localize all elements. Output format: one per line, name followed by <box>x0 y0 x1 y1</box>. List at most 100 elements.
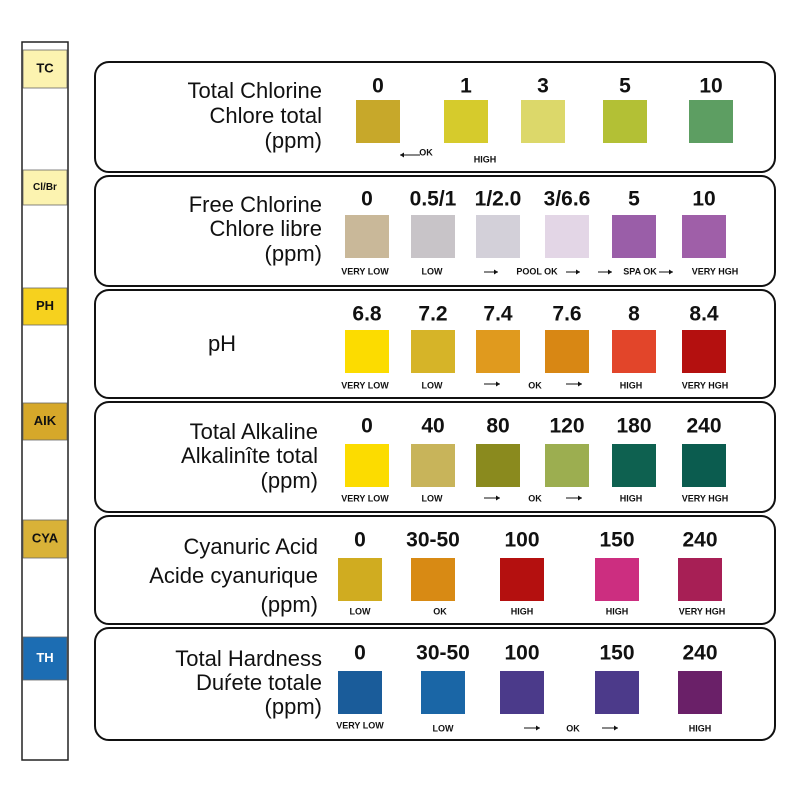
range-note: LOW <box>422 266 443 276</box>
panel-title: Total Alkaline <box>190 419 318 444</box>
strip-pad <box>22 49 68 89</box>
arrow-head <box>576 269 580 275</box>
panel <box>94 61 776 173</box>
arrow-head <box>494 269 498 275</box>
arrow-head <box>536 725 540 731</box>
swatch-value: 80 <box>486 415 509 438</box>
panel-title: (ppm) <box>261 592 318 617</box>
color-swatch <box>595 671 639 714</box>
swatch-value: 3/6.6 <box>544 188 591 211</box>
panel <box>94 627 776 741</box>
strip-pad-label: AIK <box>34 413 57 428</box>
color-swatch <box>521 100 565 143</box>
panel-title: pH <box>208 331 236 356</box>
swatch-value: 1 <box>460 75 472 98</box>
strip-pad-label: TH <box>36 650 53 665</box>
range-note: HIGH <box>606 606 629 616</box>
swatch-value: 150 <box>599 642 634 665</box>
panel-title: Chlore libre <box>210 216 323 241</box>
range-note: VERY HGH <box>682 493 729 503</box>
strip-pad-label: CYA <box>32 530 59 545</box>
range-note: OK <box>433 606 447 616</box>
swatch-value: 0.5/1 <box>410 188 457 211</box>
range-note: SPA OK <box>623 266 657 276</box>
color-swatch <box>612 444 656 487</box>
strip-pad <box>22 169 68 206</box>
color-swatch <box>356 100 400 143</box>
range-note: HIGH <box>620 493 643 503</box>
swatch-value: 7.2 <box>418 303 447 326</box>
arrow-head <box>614 725 618 731</box>
range-note: VERY LOW <box>341 493 389 503</box>
panel-title: Chlore total <box>209 103 322 128</box>
range-note: POOL OK <box>516 266 558 276</box>
strip-pad <box>22 636 68 681</box>
range-note: HIGH <box>689 723 712 733</box>
swatch-value: 0 <box>361 415 373 438</box>
panel <box>94 515 776 625</box>
color-swatch <box>476 444 520 487</box>
swatch-value: 7.4 <box>483 303 513 326</box>
range-note: VERY LOW <box>341 266 389 276</box>
panel <box>94 289 776 399</box>
range-note: VERY HGH <box>692 266 739 276</box>
swatch-value: 0 <box>372 75 384 98</box>
panel-title: Free Chlorine <box>189 192 322 217</box>
panel <box>94 401 776 513</box>
arrow-head <box>400 152 404 158</box>
color-swatch <box>411 215 455 258</box>
range-note: HIGH <box>620 380 643 390</box>
color-swatch <box>338 671 382 714</box>
color-swatch <box>612 215 656 258</box>
color-swatch <box>411 558 455 601</box>
swatch-value: 3 <box>537 75 549 98</box>
panel-title: (ppm) <box>261 468 318 493</box>
panel-title: Alkalinîte total <box>181 443 318 468</box>
color-swatch <box>500 671 544 714</box>
range-note: VERY LOW <box>336 720 384 730</box>
swatch-value: 30-50 <box>406 529 460 552</box>
color-swatch <box>345 215 389 258</box>
color-swatch <box>545 444 589 487</box>
arrow-head <box>496 495 500 501</box>
range-note: HIGH <box>511 606 534 616</box>
color-swatch <box>476 215 520 258</box>
range-note: LOW <box>350 606 371 616</box>
swatch-value: 240 <box>686 415 721 438</box>
range-note: LOW <box>422 493 443 503</box>
color-swatch <box>682 444 726 487</box>
panel-title: Duŕete totale <box>196 670 322 695</box>
color-swatch <box>595 558 639 601</box>
range-note: VERY HGH <box>682 380 729 390</box>
panel-title: Acide cyanurique <box>149 563 318 588</box>
swatch-value: 100 <box>504 529 539 552</box>
color-swatch <box>603 100 647 143</box>
swatch-value: 240 <box>682 642 717 665</box>
color-swatch <box>689 100 733 143</box>
panel-title: Total Chlorine <box>187 78 322 103</box>
color-swatch <box>345 330 389 373</box>
range-note: VERY HGH <box>679 606 726 616</box>
swatch-value: 0 <box>354 642 366 665</box>
swatch-value: 5 <box>628 188 640 211</box>
arrow-head <box>496 381 500 387</box>
color-swatch <box>444 100 488 143</box>
swatch-value: 8.4 <box>689 303 719 326</box>
panel-title: Total Hardness <box>175 646 322 671</box>
swatch-value: 100 <box>504 642 539 665</box>
swatch-value: 1/2.0 <box>475 188 522 211</box>
range-note: OK <box>528 493 542 503</box>
swatch-value: 0 <box>361 188 373 211</box>
swatch-value: 10 <box>699 75 722 98</box>
strip-pad <box>22 287 68 326</box>
swatch-value: 5 <box>619 75 631 98</box>
panel-title: (ppm) <box>265 694 322 719</box>
color-swatch <box>411 444 455 487</box>
color-swatch <box>421 671 465 714</box>
arrow-head <box>608 269 612 275</box>
swatch-value: 7.6 <box>552 303 581 326</box>
color-swatch <box>345 444 389 487</box>
strip-pad-label: PH <box>36 298 54 313</box>
color-swatch <box>678 558 722 601</box>
